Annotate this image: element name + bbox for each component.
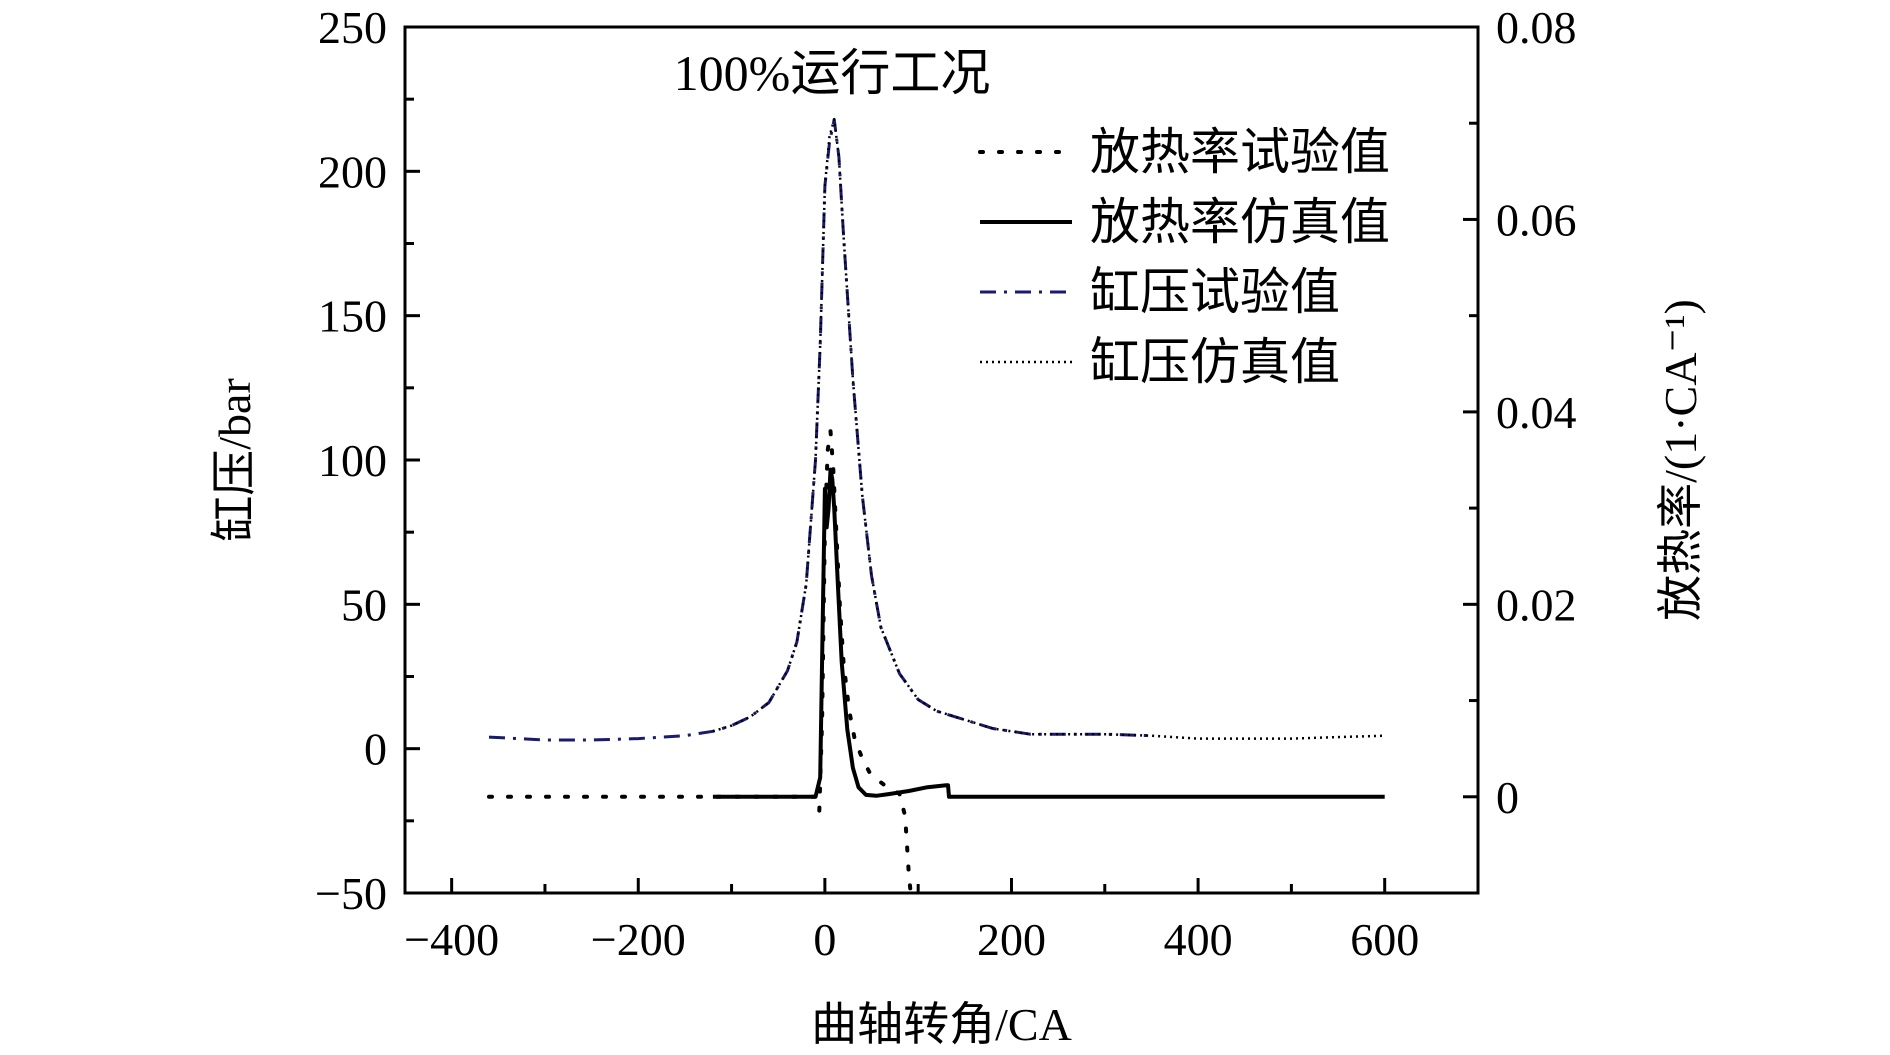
legend: 放热率试验值 放热率仿真值 缸压试验值 缸压仿真值 — [978, 124, 1390, 390]
y2-tick-label-0: 0 — [1496, 772, 1519, 823]
chart-title: 100%运行工况 — [674, 45, 991, 101]
x-tick-label-4: 400 — [1164, 914, 1233, 965]
legend-label-pressure-test: 缸压试验值 — [1090, 264, 1340, 320]
y2-tick-label-2: 0.04 — [1496, 387, 1577, 438]
y-tick-label-0: −50 — [315, 868, 387, 919]
x-axis-title: 曲轴转角/CA — [811, 999, 1072, 1050]
y2-tick-label-1: 0.02 — [1496, 579, 1577, 630]
y2-tick-label-3: 0.06 — [1496, 194, 1577, 245]
y2-axis-title: 放热率/(1·CA⁻¹) — [1655, 299, 1706, 621]
y-tick-label-5: 200 — [318, 146, 387, 197]
x-tick-label-5: 600 — [1350, 914, 1419, 965]
legend-label-heat-release-sim: 放热率仿真值 — [1090, 194, 1390, 250]
series-pressure-test — [488, 117, 1152, 742]
x-tick-label-3: 200 — [977, 914, 1046, 965]
y-tick-label-4: 150 — [318, 291, 387, 342]
y2-tick-label-4: 0.08 — [1496, 2, 1577, 53]
y-tick-label-2: 50 — [341, 579, 387, 630]
y-tick-label-1: 0 — [364, 724, 387, 775]
legend-label-heat-release-test: 放热率试验值 — [1090, 124, 1390, 180]
y-tick-label-6: 250 — [318, 2, 387, 53]
series-heat-release-sim — [712, 467, 1385, 799]
axes-layer: −400 −200 0 200 400 600 −50 0 50 100 150 200 250 0 0.0… — [315, 2, 1576, 965]
y-tick-label-3: 100 — [318, 435, 387, 486]
series-heat-release-test — [487, 429, 913, 895]
x-tick-label-1: −200 — [591, 914, 686, 965]
y-axis-title: 缸压/bar — [209, 378, 260, 542]
x-tick-label-2: 0 — [813, 914, 836, 965]
legend-label-pressure-sim: 缸压仿真值 — [1090, 334, 1340, 390]
series-layer — [487, 117, 1385, 895]
x-tick-label-0: −400 — [404, 914, 499, 965]
